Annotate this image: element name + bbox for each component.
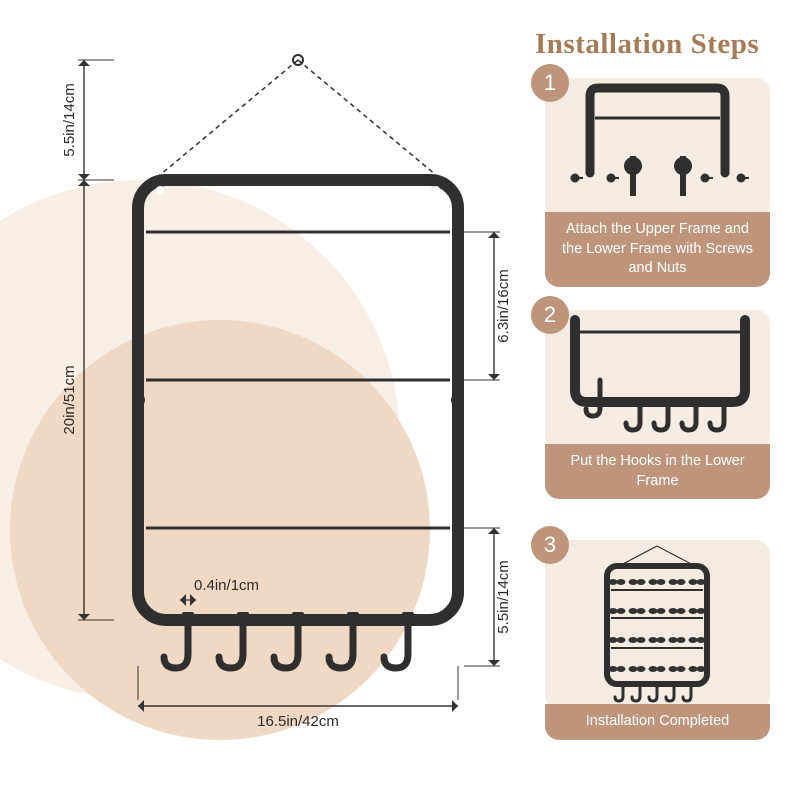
svg-text:0.4in/1cm: 0.4in/1cm bbox=[194, 577, 259, 594]
step-1: 1Attach the Upper Frame and the Lower Fr… bbox=[545, 78, 770, 293]
step-badge-1: 1 bbox=[531, 64, 569, 102]
product-dimension-diagram: 5.5in/14cm 20in/51cm 6.3in/16cm 5.5in/14cm 1… bbox=[10, 40, 530, 760]
step-illustration-2 bbox=[545, 310, 770, 450]
step-badge-3: 3 bbox=[531, 526, 569, 564]
step-caption-1: Attach the Upper Frame and the Lower Fra… bbox=[545, 212, 770, 287]
step-illustration-1 bbox=[545, 78, 770, 218]
step-caption-3: Installation Completed bbox=[545, 704, 770, 740]
svg-text:5.5in/14cm: 5.5in/14cm bbox=[61, 83, 78, 156]
step-illustration-3 bbox=[545, 540, 770, 710]
step-3: 3Installation Completed bbox=[545, 540, 770, 746]
svg-text:6.3in/16cm: 6.3in/16cm bbox=[495, 269, 512, 342]
step-badge-2: 2 bbox=[531, 296, 569, 334]
svg-text:16.5in/42cm: 16.5in/42cm bbox=[257, 713, 339, 730]
svg-text:5.5in/14cm: 5.5in/14cm bbox=[495, 560, 512, 633]
svg-text:20in/51cm: 20in/51cm bbox=[61, 365, 78, 434]
step-caption-2: Put the Hooks in the Lower Frame bbox=[545, 444, 770, 499]
step-2: 2Put the Hooks in the Lower Frame bbox=[545, 310, 770, 505]
installation-steps-title: Installation Steps bbox=[535, 28, 759, 61]
